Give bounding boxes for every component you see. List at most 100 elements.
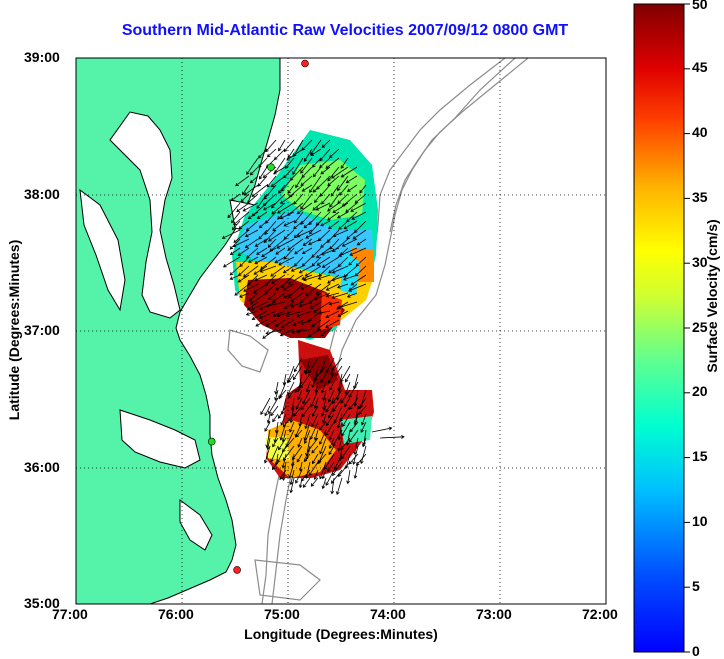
velocity-arrow xyxy=(297,389,303,401)
velocity-arrow xyxy=(352,229,367,240)
velocity-arrow xyxy=(361,413,367,426)
velocity-arrow xyxy=(331,265,349,274)
velocity-arrow xyxy=(346,292,358,298)
x-tick-label: 77:00 xyxy=(52,606,88,622)
velocity-arrow xyxy=(343,220,358,230)
velocity-arrow xyxy=(305,229,322,239)
velocity-arrow xyxy=(349,421,359,433)
velocity-arrow xyxy=(350,202,367,212)
plot-frame xyxy=(75,57,607,605)
velocity-arrow xyxy=(258,166,268,180)
velocity-arrow xyxy=(311,256,322,267)
radar-site-marker xyxy=(233,566,241,574)
velocity-arrow xyxy=(328,429,335,441)
velocity-arrow xyxy=(316,319,331,330)
velocity-arrow xyxy=(292,319,304,326)
velocity-arrow xyxy=(320,238,331,248)
velocity-arrow xyxy=(243,283,259,292)
velocity-arrow xyxy=(238,220,250,230)
velocity-arrow xyxy=(315,211,331,226)
velocity-arrow xyxy=(268,229,286,242)
velocity-arrow xyxy=(322,413,327,424)
velocity-arrow xyxy=(310,148,322,157)
velocity-arrow xyxy=(304,283,322,297)
velocity-arrow xyxy=(260,397,271,415)
velocity-arrow xyxy=(272,310,286,317)
velocity-arrow xyxy=(274,389,279,401)
colorbar-tick-label: 30 xyxy=(692,254,708,270)
velocity-arrow xyxy=(319,421,327,431)
velocity-arrow xyxy=(298,301,313,308)
velocity-arrow xyxy=(242,184,250,196)
velocity-arrow xyxy=(233,229,250,243)
radar-site-marker xyxy=(301,59,309,68)
velocity-arrow xyxy=(270,193,286,209)
velocity-arrow xyxy=(315,283,331,295)
velocity-arrow xyxy=(284,157,295,169)
velocity-arrow xyxy=(358,397,367,410)
velocity-arrow xyxy=(336,413,343,429)
velocity-arrow xyxy=(307,328,322,337)
velocity-arrow xyxy=(306,310,322,323)
velocity-arrow xyxy=(310,389,319,408)
colorbar-tick-label: 0 xyxy=(692,643,700,659)
velocity-arrow xyxy=(347,283,367,292)
colorbar-tick-label: 20 xyxy=(692,383,708,399)
velocity-arrow xyxy=(259,301,277,311)
colorbar-tick-label: 50 xyxy=(692,0,708,12)
velocity-arrow xyxy=(331,166,349,179)
velocity-arrow xyxy=(246,193,259,204)
velocity-arrow xyxy=(261,247,277,258)
velocity-arrow xyxy=(321,139,331,148)
velocity-arrow xyxy=(245,310,259,316)
velocity-arrow xyxy=(343,265,358,278)
velocity-arrow xyxy=(232,238,250,248)
velocity-arrow xyxy=(300,397,311,411)
velocity-vectors xyxy=(221,139,405,496)
velocity-arrow xyxy=(256,193,268,210)
velocity-arrow xyxy=(270,405,279,417)
velocity-arrow xyxy=(279,193,295,204)
velocity-arrow xyxy=(297,373,303,392)
velocity-arrow xyxy=(321,477,327,490)
velocity-arrow xyxy=(332,229,349,238)
velocity-arrow xyxy=(331,274,349,282)
y-tick-label: 35:00 xyxy=(24,595,60,611)
velocity-arrow xyxy=(379,435,405,439)
velocity-arrow xyxy=(266,437,271,451)
velocity-arrow xyxy=(287,184,295,194)
velocity-arrow xyxy=(336,283,349,289)
velocity-arrow xyxy=(341,238,358,247)
velocity-arrow xyxy=(314,193,322,204)
velocity-arrow xyxy=(290,265,304,272)
velocity-arrow xyxy=(278,405,287,419)
velocity-arrow xyxy=(235,175,250,187)
velocity-arrow xyxy=(297,437,303,448)
x-tick-label: 72:00 xyxy=(582,606,618,622)
x-tick-label: 75:00 xyxy=(264,606,300,622)
velocity-arrow xyxy=(283,166,295,179)
velocity-arrow xyxy=(233,211,250,226)
velocity-arrow xyxy=(321,256,340,268)
velocity-arrow xyxy=(328,301,340,306)
velocity-arrow xyxy=(298,265,313,274)
velocity-arrow xyxy=(279,389,287,398)
velocity-arrow xyxy=(263,445,271,464)
velocity-arrow xyxy=(330,477,335,495)
velocity-arrow xyxy=(337,310,349,318)
velocity-arrow xyxy=(342,413,351,428)
velocity-arrow xyxy=(337,175,349,192)
velocity-arrow xyxy=(246,301,259,311)
velocity-arrow xyxy=(339,184,349,196)
velocity-arrow xyxy=(349,247,367,256)
velocity-arrow xyxy=(328,445,335,456)
velocity-arrow xyxy=(320,373,327,384)
velocity-arrow xyxy=(288,461,295,479)
velocity-arrow xyxy=(311,445,319,454)
velocity-arrow xyxy=(309,301,322,309)
velocity-arrow xyxy=(268,397,279,415)
velocity-arrow xyxy=(310,477,319,487)
velocity-arrow xyxy=(328,437,335,450)
velocity-arrow xyxy=(265,319,277,327)
velocity-arrow xyxy=(329,238,340,250)
